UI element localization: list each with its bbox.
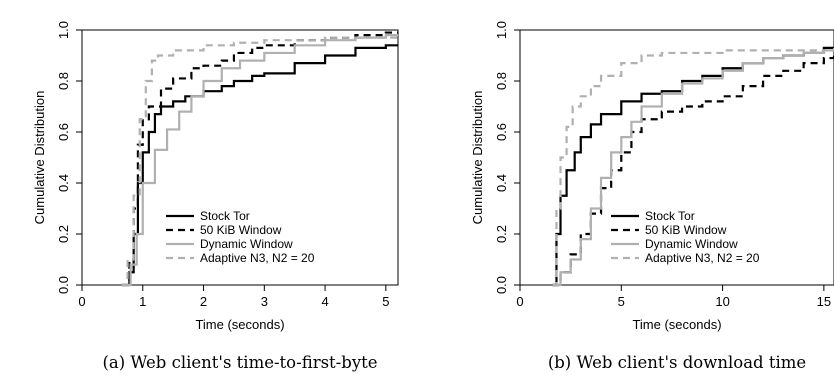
- x-tick-label: 5: [382, 294, 389, 309]
- x-tick-label: 15: [817, 294, 831, 309]
- series-line-3: [552, 49, 834, 287]
- legend-label: Stock Tor: [645, 209, 695, 223]
- y-tick-label: 0.2: [494, 225, 509, 243]
- x-tick-label: 0: [78, 294, 85, 309]
- plot-frame: [81, 29, 399, 286]
- legend-label: Dynamic Window: [645, 237, 738, 251]
- y-tick-label: 0.0: [56, 276, 71, 294]
- plot-frame: [519, 29, 834, 286]
- x-tick-label: 0: [516, 294, 523, 309]
- y-tick-label: 0.4: [56, 174, 71, 192]
- series-line-2: [552, 47, 834, 287]
- x-tick-label: 5: [618, 294, 625, 309]
- legend-label: 50 KiB Window: [200, 223, 282, 237]
- x-tick-label: 1: [139, 294, 146, 309]
- x-tick-label: 2: [200, 294, 207, 309]
- chart-caption: (a) Web client's time-to-first-byte: [102, 353, 377, 372]
- legend-label: Dynamic Window: [200, 237, 293, 251]
- legend-label: Adaptive N3, N2 = 20: [200, 251, 315, 265]
- y-tick-label: 0.6: [56, 123, 71, 141]
- y-tick-label: 0.6: [494, 123, 509, 141]
- y-tick-label: 0.8: [56, 72, 71, 90]
- y-axis-label: Cumulative Distribution: [470, 91, 485, 225]
- legend-label: Adaptive N3, N2 = 20: [645, 251, 760, 265]
- series-line-3: [121, 35, 398, 287]
- x-tick-label: 10: [715, 294, 729, 309]
- y-tick-label: 0.0: [494, 276, 509, 294]
- legend-label: Stock Tor: [200, 209, 250, 223]
- y-tick-label: 1.0: [56, 21, 71, 39]
- y-tick-label: 0.4: [494, 174, 509, 192]
- x-axis-label: Time (seconds): [195, 317, 284, 332]
- chart-b: 0 5 10 15 Time (seconds) 0.0 0.2 0.4 0.6 0.8 1.0 Cu…: [470, 21, 834, 372]
- chart-caption: (b) Web client's download time: [548, 353, 806, 372]
- x-tick-label: 3: [261, 294, 268, 309]
- y-tick-label: 0.2: [56, 225, 71, 243]
- x-axis-label: Time (seconds): [632, 317, 721, 332]
- y-tick-label: 0.8: [494, 72, 509, 90]
- chart-a: 0 1 2 3 4 5 Time (seconds) 0.0 0.2 0.4 0.6 0.8 1.0 Cu…: [32, 21, 399, 372]
- y-axis-label: Cumulative Distribution: [32, 91, 47, 225]
- legend-label: 50 KiB Window: [645, 223, 727, 237]
- y-tick-label: 1.0: [494, 21, 509, 39]
- x-tick-label: 4: [321, 294, 328, 309]
